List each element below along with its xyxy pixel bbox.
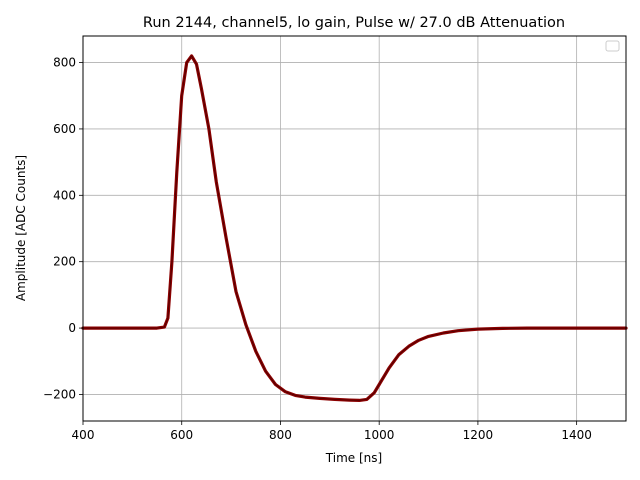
x-tick-label: 400 xyxy=(72,428,95,442)
y-tick-label: 0 xyxy=(68,321,76,335)
y-axis: −200 0 200 400 600 800 xyxy=(43,56,83,401)
x-tick-label: 1000 xyxy=(364,428,395,442)
x-tick-label: 1400 xyxy=(561,428,592,442)
x-tick-label: 600 xyxy=(170,428,193,442)
x-tick-label: 800 xyxy=(269,428,292,442)
x-axis-label: Time [ns] xyxy=(325,451,382,465)
y-tick-label: −200 xyxy=(43,387,76,401)
grid xyxy=(82,36,626,421)
legend-box xyxy=(605,40,620,52)
x-tick-label: 1200 xyxy=(463,428,494,442)
series-layer xyxy=(81,54,628,402)
plot-frame xyxy=(82,35,627,422)
y-tick-label: 400 xyxy=(53,188,76,202)
y-tick-label: 200 xyxy=(53,255,76,269)
x-axis: 400 600 800 1000 1200 1400 xyxy=(72,421,592,442)
y-tick-label: 800 xyxy=(53,56,76,70)
y-tick-label: 600 xyxy=(53,122,76,136)
y-axis-label: Amplitude [ADC Counts] xyxy=(14,155,28,301)
chart-title: Run 2144, channel5, lo gain, Pulse w/ 27… xyxy=(143,15,565,31)
series-line-core xyxy=(83,55,626,401)
